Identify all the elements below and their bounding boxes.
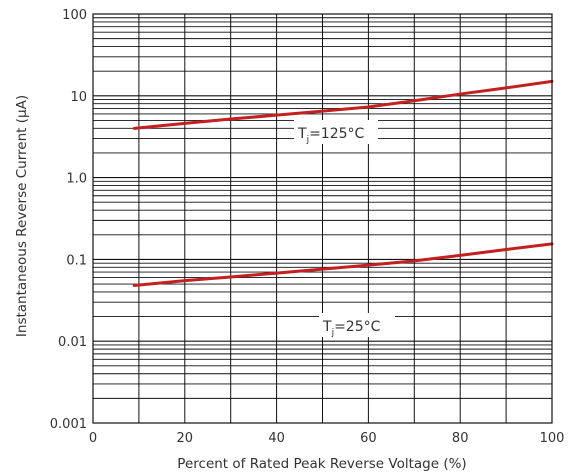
x-tick-label: 80 — [452, 431, 469, 446]
series-label-background — [294, 120, 378, 144]
x-tick-label: 20 — [177, 431, 194, 446]
y-tick-label: 0.01 — [58, 335, 87, 350]
x-tick-label: 60 — [360, 431, 377, 446]
y-tick-label: 1.0 — [66, 172, 87, 187]
x-axis-label: Percent of Rated Peak Reverse Voltage (%… — [177, 456, 466, 472]
x-tick-label: 100 — [540, 431, 565, 446]
grid-lines — [93, 14, 552, 423]
y-tick-label: 0.001 — [50, 417, 87, 432]
series-line-tj-125c — [132, 79, 554, 130]
x-tick-label: 40 — [268, 431, 285, 446]
y-tick-label: 100 — [62, 8, 87, 23]
x-tick-label: 0 — [89, 431, 97, 446]
series-label-background — [319, 313, 395, 337]
y-tick-label: 0.1 — [66, 253, 87, 268]
plot-frame — [92, 13, 553, 424]
y-axis-label: Instantaneous Reverse Current (µA) — [14, 95, 30, 337]
x-tick-labels: 0 20 40 60 80 100 — [89, 431, 565, 446]
series-line-tj-25c — [132, 242, 554, 287]
annotation-layer: Tj=125°C Tj=25°C — [294, 120, 395, 338]
series-label: Tj=25°C — [322, 319, 381, 338]
y-tick-labels: 0.001 0.01 0.1 1.0 10 100 — [50, 8, 87, 432]
y-tick-label: 10 — [70, 90, 87, 105]
series-label: Tj=125°C — [297, 126, 365, 145]
series-layer — [132, 79, 554, 287]
